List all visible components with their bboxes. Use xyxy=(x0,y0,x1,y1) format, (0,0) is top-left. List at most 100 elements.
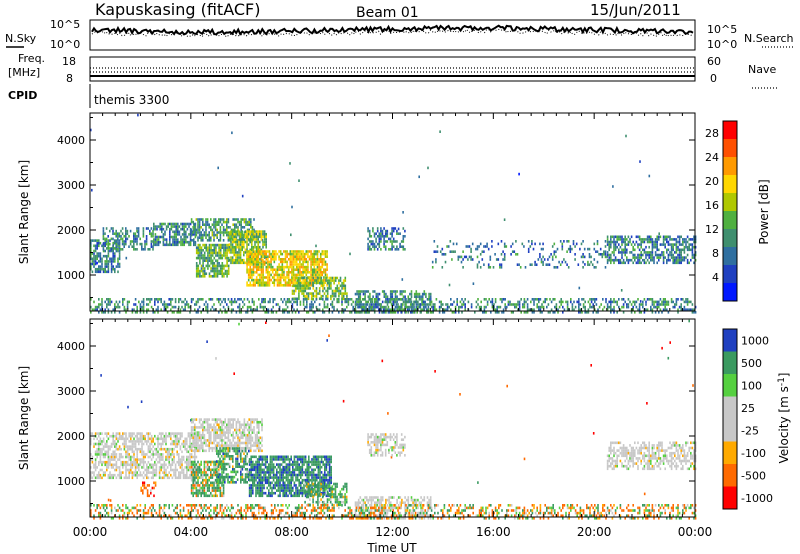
data-cell xyxy=(404,298,406,301)
data-cell xyxy=(506,384,508,388)
data-cell xyxy=(107,458,110,461)
data-cell xyxy=(180,238,182,241)
data-cell xyxy=(93,471,95,474)
data-cell xyxy=(107,249,110,253)
data-cell xyxy=(114,270,116,274)
data-cell xyxy=(426,303,429,306)
data-cell xyxy=(549,298,551,301)
data-cell xyxy=(259,276,261,279)
data-cell xyxy=(347,303,350,306)
data-cell xyxy=(316,260,319,264)
data-cell xyxy=(594,308,596,311)
data-cell xyxy=(138,447,140,451)
data-cell xyxy=(206,218,209,221)
data-cell xyxy=(691,251,694,254)
data-cell xyxy=(179,473,182,477)
data-cell xyxy=(99,458,102,461)
data-cell xyxy=(394,240,397,243)
data-cell xyxy=(189,222,192,226)
data-cell xyxy=(107,311,110,314)
data-cell xyxy=(319,260,322,264)
data-cell xyxy=(396,248,398,251)
data-cell xyxy=(331,303,334,306)
data-cell xyxy=(316,250,319,253)
data-cell xyxy=(102,311,105,314)
data-cell xyxy=(462,303,465,306)
data-cell xyxy=(149,437,151,441)
data-cell xyxy=(363,298,366,301)
data-cell xyxy=(192,226,194,229)
data-cell xyxy=(247,238,250,241)
data-cell xyxy=(152,453,154,456)
data-cell xyxy=(174,468,177,472)
data-cell xyxy=(320,276,323,280)
data-cell xyxy=(381,235,384,238)
data-cell xyxy=(121,227,124,230)
data-cell xyxy=(176,445,178,448)
data-cell xyxy=(173,238,176,241)
data-cell xyxy=(311,271,314,274)
colorbar-tick-label: 4 xyxy=(712,271,719,284)
data-cell xyxy=(226,233,228,237)
data-cell xyxy=(404,290,406,293)
colorbar-segment xyxy=(723,211,737,229)
data-cell xyxy=(242,226,244,229)
data-cell xyxy=(430,305,433,309)
data-cell xyxy=(619,308,622,311)
data-cell xyxy=(203,223,206,226)
data-cell xyxy=(189,227,192,231)
data-cell xyxy=(305,260,308,264)
data-cell xyxy=(203,256,206,260)
data-cell xyxy=(571,308,574,311)
freq-label: Freq. xyxy=(18,52,45,65)
data-cell xyxy=(125,473,127,477)
data-cell xyxy=(560,300,562,304)
data-cell xyxy=(281,252,284,256)
data-cell xyxy=(388,298,390,301)
data-cell xyxy=(292,255,295,258)
data-cell xyxy=(106,432,108,435)
data-cell xyxy=(634,248,636,252)
data-cell xyxy=(405,298,407,301)
data-cell xyxy=(465,245,468,248)
data-cell xyxy=(210,236,212,239)
data-cell xyxy=(170,437,172,441)
data-cell xyxy=(319,271,322,274)
data-cell xyxy=(318,268,320,271)
data-cell xyxy=(402,308,405,311)
data-cell xyxy=(215,264,217,268)
data-cell xyxy=(133,432,135,435)
data-cell xyxy=(371,298,374,301)
data-cell xyxy=(270,255,272,258)
data-cell xyxy=(192,468,194,472)
data-cell xyxy=(219,243,222,247)
data-cell xyxy=(661,346,663,350)
data-cell xyxy=(598,305,601,309)
data-cell xyxy=(186,450,188,454)
data-cell xyxy=(170,300,172,304)
data-cell xyxy=(566,240,568,243)
data-cell xyxy=(278,265,280,269)
data-cell xyxy=(203,484,206,487)
data-cell xyxy=(206,220,209,224)
data-cell xyxy=(637,235,639,239)
data-cell xyxy=(402,227,405,230)
data-cell xyxy=(429,300,431,304)
data-cell xyxy=(268,278,271,282)
data-cell xyxy=(440,303,442,306)
data-cell xyxy=(651,243,654,246)
data-cell xyxy=(667,248,670,252)
data-cell xyxy=(90,239,92,242)
data-cell xyxy=(93,244,95,248)
data-cell xyxy=(307,265,309,269)
data-cell xyxy=(218,223,220,226)
data-cell xyxy=(394,248,397,251)
data-cell xyxy=(248,305,250,309)
data-cell xyxy=(306,284,308,288)
data-cell xyxy=(626,248,628,252)
data-cell xyxy=(315,281,318,285)
data-cell xyxy=(389,311,392,314)
data-cell xyxy=(323,260,325,264)
data-cell xyxy=(260,281,263,284)
